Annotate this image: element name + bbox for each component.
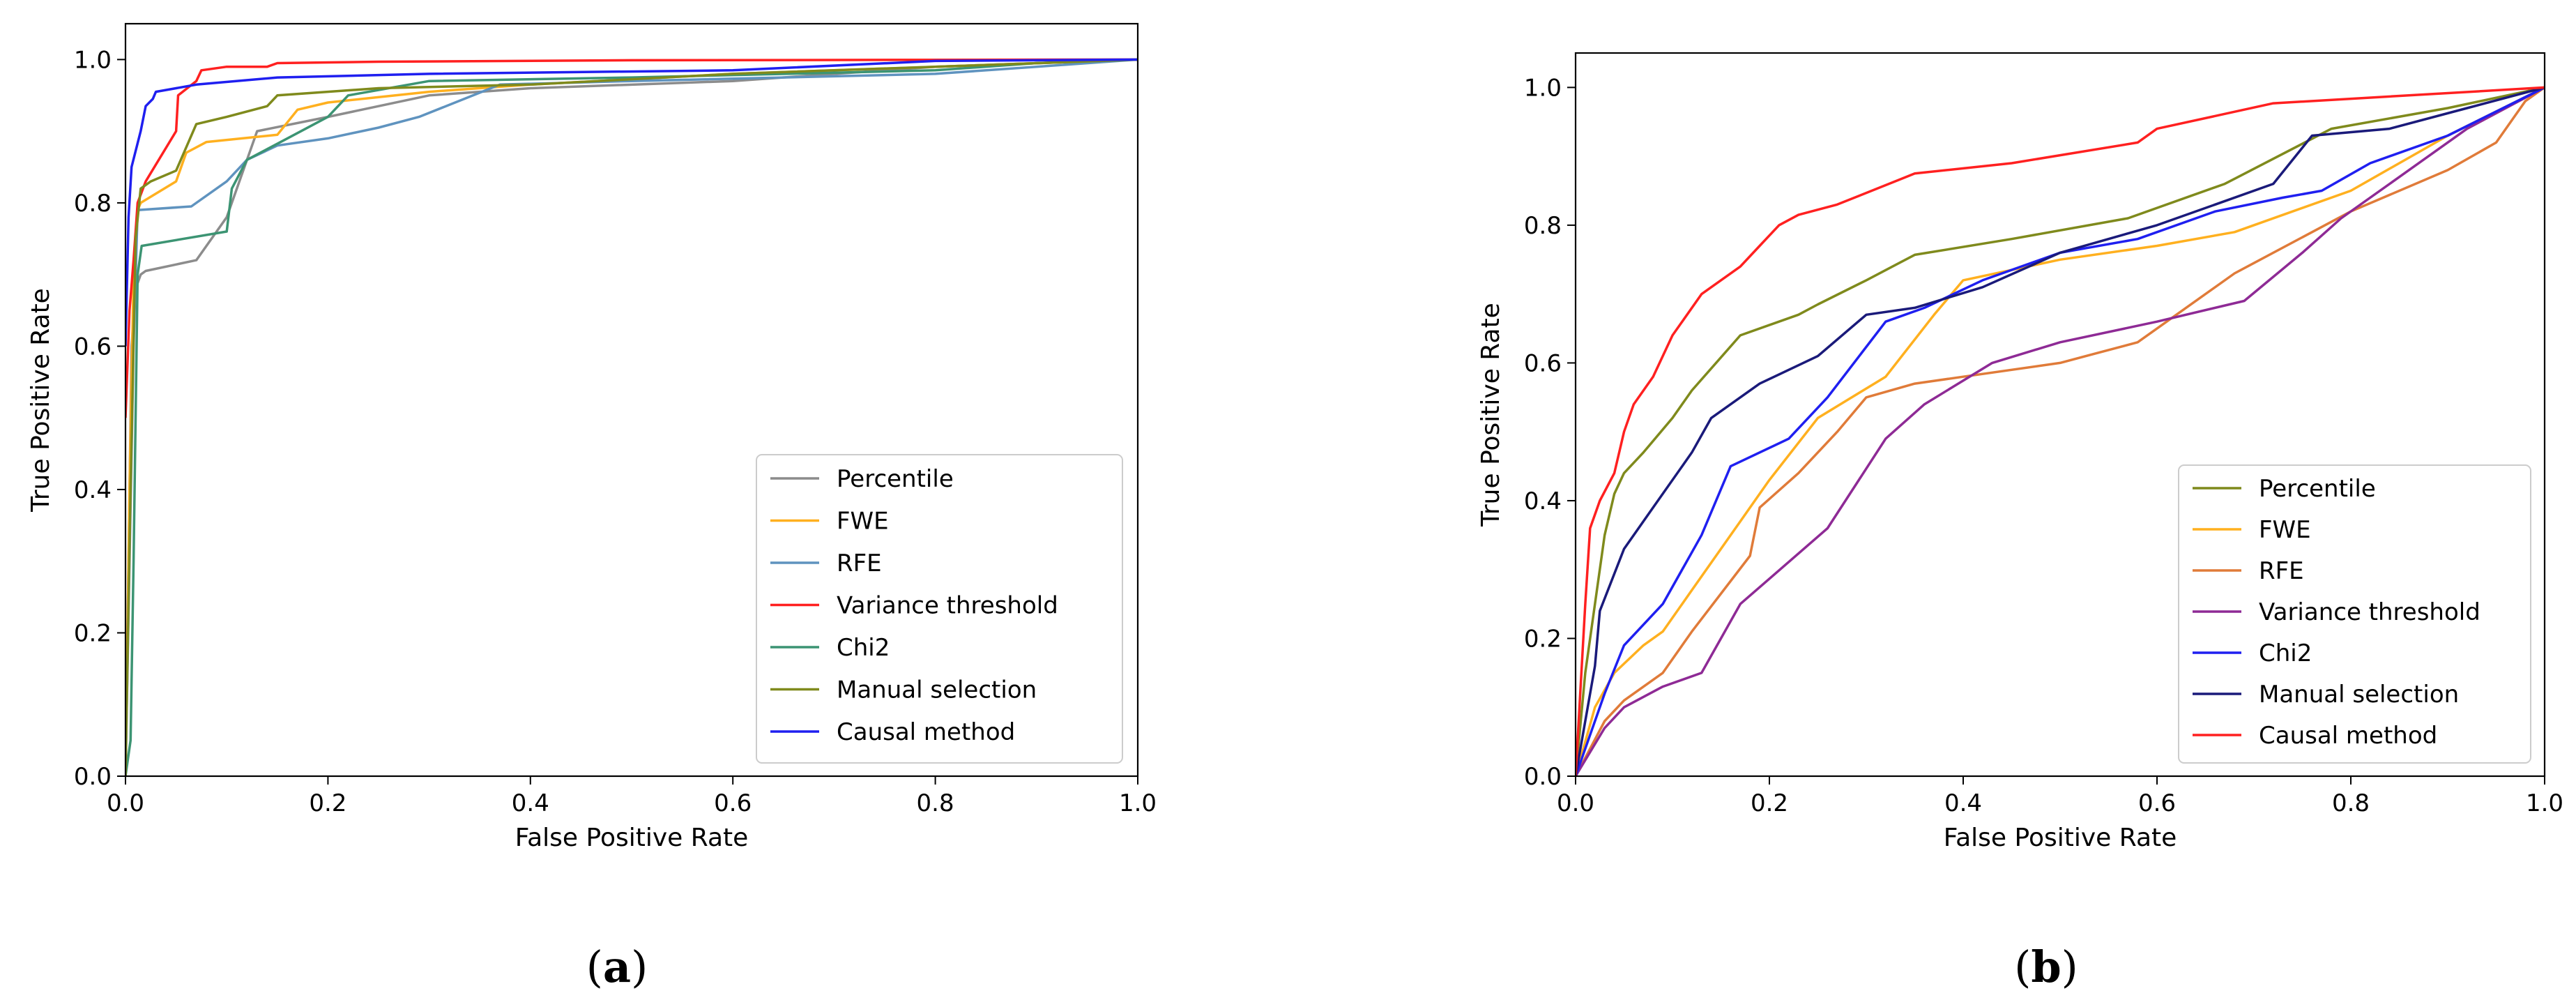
series-line-chi2	[125, 58, 1138, 776]
x-tick-label: 0.4	[1944, 789, 1982, 817]
series-line-variance-threshold	[1576, 86, 2545, 776]
series-line-percentile	[1576, 86, 2545, 776]
series-line-rfe	[1576, 86, 2545, 776]
x-axis-label: False Positive Rate	[515, 824, 749, 852]
series-line-manual-selection	[125, 58, 1138, 776]
legend-box	[756, 454, 1123, 764]
legend-label: Manual selection	[2259, 681, 2459, 709]
legend-label: Chi2	[2259, 639, 2312, 667]
x-tick-label: 1.0	[1119, 789, 1157, 817]
y-tick-label: 0.4	[74, 476, 112, 504]
series-line-manual-selection	[1576, 86, 2545, 776]
y-axis-label: True Positive Rate	[26, 288, 55, 513]
panel-label: (a)	[586, 941, 648, 992]
y-tick-label: 0.6	[74, 333, 112, 361]
x-tick-label: 0.8	[917, 789, 954, 817]
legend-label: Variance threshold	[2259, 598, 2480, 626]
y-tick-label: 0.2	[1524, 625, 1562, 653]
x-tick-label: 0.2	[309, 789, 346, 817]
y-tick-label: 0.8	[1524, 212, 1562, 240]
y-tick-label: 0.8	[74, 190, 112, 218]
legend-label: Causal method	[2259, 722, 2437, 750]
panel-label-open: (	[586, 941, 603, 992]
legend-label: Manual selection	[837, 676, 1037, 704]
x-axis-label: False Positive Rate	[1944, 824, 2177, 852]
x-tick-label: 0.0	[107, 789, 144, 817]
panel-label-close: )	[631, 941, 648, 992]
y-tick-label: 1.0	[74, 46, 112, 74]
series-line-causal-method	[1576, 86, 2545, 776]
panel-label-open: (	[2014, 941, 2031, 992]
panel-label-close: )	[2061, 941, 2078, 992]
series-line-variance-threshold	[125, 58, 1138, 418]
legend-label: Percentile	[2259, 475, 2376, 503]
plot-frame	[124, 22, 1139, 778]
y-tick-label: 0.2	[74, 619, 112, 647]
legend-label: Causal method	[837, 718, 1015, 746]
legend-label: Percentile	[837, 465, 954, 493]
x-tick-label: 0.4	[512, 789, 549, 817]
y-tick-label: 1.0	[1524, 74, 1562, 102]
x-tick-label: 0.2	[1751, 789, 1788, 817]
series-line-fwe	[1576, 86, 2545, 776]
series-line-causal-method	[125, 58, 1138, 347]
legend-label: Variance threshold	[837, 592, 1058, 620]
y-tick-label: 0.0	[1524, 763, 1562, 791]
panel-label: (b)	[2014, 941, 2078, 992]
legend-label: RFE	[837, 550, 882, 577]
y-axis-label: True Positive Rate	[1477, 303, 1505, 527]
plot-frame	[1574, 52, 2546, 778]
legend-label: FWE	[837, 508, 889, 536]
panel-label-letter: a	[603, 941, 631, 992]
legend-label: FWE	[2259, 516, 2311, 544]
series-line-chi2	[1576, 86, 2545, 776]
legend-box	[2178, 464, 2531, 764]
x-tick-label: 0.0	[1557, 789, 1594, 817]
x-tick-label: 1.0	[2526, 789, 2563, 817]
legend-label: Chi2	[837, 634, 890, 662]
panel-label-letter: b	[2031, 941, 2061, 992]
legend-label: RFE	[2259, 557, 2304, 585]
y-tick-label: 0.6	[1524, 349, 1562, 377]
x-tick-label: 0.6	[2138, 789, 2176, 817]
y-tick-label: 0.4	[1524, 487, 1562, 515]
x-tick-label: 0.6	[714, 789, 752, 817]
y-tick-label: 0.0	[74, 763, 112, 791]
x-tick-label: 0.8	[2332, 789, 2370, 817]
